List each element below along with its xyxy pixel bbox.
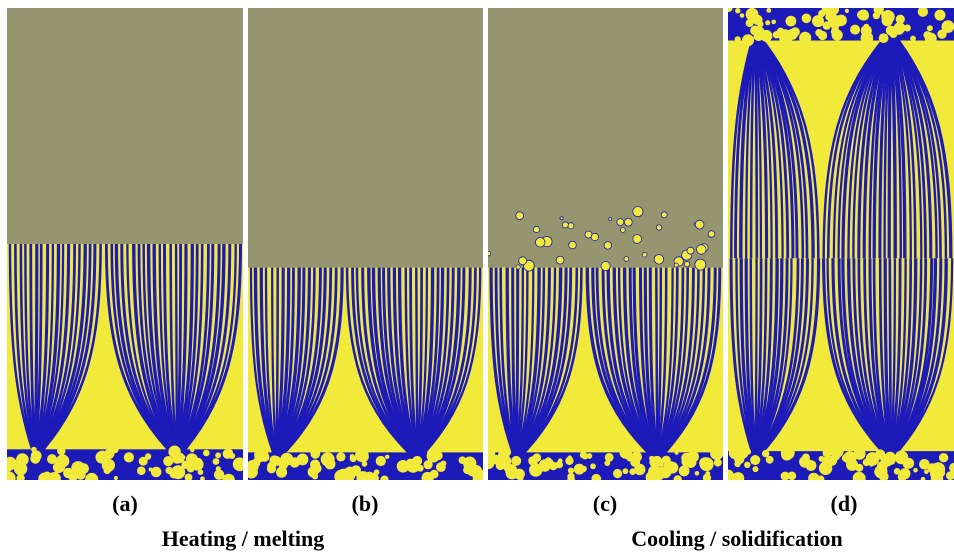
droplet <box>653 254 665 265</box>
droplet <box>673 262 679 268</box>
droplet <box>632 206 644 218</box>
droplet <box>532 225 541 234</box>
panel-d-microstructure <box>728 8 954 480</box>
droplet <box>686 246 695 255</box>
panel-c-label: (c) <box>592 491 618 516</box>
droplet <box>623 256 630 262</box>
droplet <box>559 216 564 221</box>
droplet <box>518 256 528 266</box>
droplet <box>561 221 569 229</box>
droplet <box>590 232 599 242</box>
droplet <box>616 218 625 227</box>
droplet <box>568 240 577 250</box>
droplet <box>488 251 492 257</box>
droplet <box>515 211 525 221</box>
droplet <box>600 261 611 272</box>
microstructure-svg <box>488 8 723 480</box>
panel-a-label: (a) <box>112 491 138 516</box>
droplet <box>608 217 613 222</box>
droplet <box>655 224 663 231</box>
droplet <box>535 237 546 248</box>
microstructure-svg <box>248 8 483 480</box>
solid-region <box>728 8 954 480</box>
droplet <box>515 264 521 270</box>
droplet <box>707 230 716 238</box>
microstructure-svg <box>7 8 243 480</box>
panel-d-label: (d) <box>830 491 858 516</box>
droplet <box>696 244 707 255</box>
microstructure-svg <box>728 8 954 480</box>
droplet <box>694 219 705 230</box>
droplet <box>641 251 648 258</box>
droplet <box>624 217 633 227</box>
droplet <box>620 227 626 233</box>
caption-cooling-solidification: Cooling / solidification <box>631 526 843 551</box>
droplet <box>603 241 612 250</box>
droplet <box>694 258 707 271</box>
droplet <box>632 234 643 244</box>
panel-b-label: (b) <box>351 491 379 516</box>
droplet <box>660 211 668 219</box>
panel-b-microstructure <box>248 8 483 480</box>
solid-region <box>248 267 483 480</box>
solid-region <box>7 243 243 480</box>
droplet <box>683 260 691 268</box>
caption-heating-melting: Heating / melting <box>161 526 325 551</box>
panel-c-microstructure <box>488 8 723 480</box>
droplet <box>555 255 565 265</box>
panel-a-microstructure <box>7 8 243 480</box>
solid-region <box>488 267 723 480</box>
